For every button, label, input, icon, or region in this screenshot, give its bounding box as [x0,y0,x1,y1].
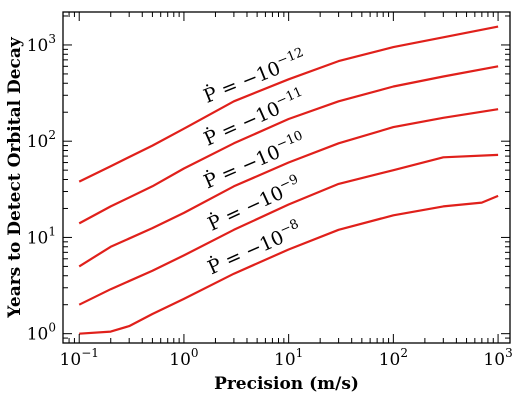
series-line-4 [78,153,499,306]
y-tick-label: 102 [27,128,56,152]
x-tick-label: 100 [169,346,198,370]
series-line-1 [78,25,499,183]
x-tick-label: 102 [379,346,408,370]
series-layer [78,25,499,335]
x-tick-label: 103 [483,346,512,370]
series-line-2 [78,65,499,225]
x-tick-label: 101 [274,346,303,370]
x-tick-label: 10−1 [60,346,99,370]
y-axis-title: Years to Detect Orbital Decay [5,36,25,319]
plot-frame [62,11,511,344]
x-axis-title: Precision (m/s) [214,374,359,394]
y-tick-label: 100 [27,321,56,345]
series-line-5 [79,194,499,335]
y-tick-label: 103 [27,32,56,56]
series-line-3 [78,108,499,268]
y-tick-label: 101 [27,224,56,248]
